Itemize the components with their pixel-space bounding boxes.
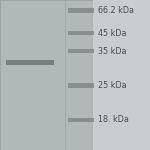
Bar <box>68 118 94 122</box>
Bar <box>68 49 94 53</box>
Text: 25 kDa: 25 kDa <box>98 81 126 90</box>
Bar <box>93 0 150 150</box>
Text: 45 kDa: 45 kDa <box>98 28 126 38</box>
Bar <box>6 60 54 65</box>
Bar <box>68 8 94 13</box>
Text: 35 kDa: 35 kDa <box>98 46 126 56</box>
Bar <box>68 31 94 35</box>
Bar <box>0 0 93 150</box>
Bar <box>68 83 94 88</box>
Text: 66.2 kDa: 66.2 kDa <box>98 6 134 15</box>
Text: 18. kDa: 18. kDa <box>98 116 128 124</box>
